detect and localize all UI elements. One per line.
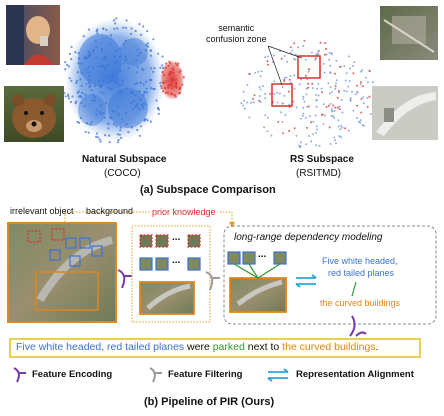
sentence-next-to: next to <box>244 341 283 353</box>
patch-dots-2: ... <box>172 255 181 266</box>
planes-caption-line2: red tailed planes <box>328 268 395 278</box>
filtering-arrow <box>205 271 220 291</box>
natural-subspace-plot <box>63 17 185 144</box>
patch-dots-1: ... <box>172 232 181 243</box>
legend-encoding-label: Feature Encoding <box>32 369 113 380</box>
sentence-box <box>9 338 421 358</box>
legend-filtering-icon <box>149 367 162 383</box>
aerial-image-input <box>7 222 117 323</box>
long-range-box <box>223 225 437 325</box>
planes-caption-line1: Five white headed, <box>322 256 398 266</box>
natural-subspace-dataset: (COCO) <box>104 168 141 179</box>
patch-row-irrelevant <box>139 234 201 248</box>
filtered-building <box>229 277 287 313</box>
irrelevant-object-label: irrelevant object <box>10 206 74 216</box>
encoding-arrow-1 <box>117 269 132 289</box>
alignment-arrows <box>295 274 317 288</box>
rs-subspace-plot <box>240 39 378 149</box>
patch-building <box>139 281 195 315</box>
long-range-title: long-range dependency modeling <box>234 232 383 243</box>
natural-image-bear <box>4 86 64 142</box>
confusion-zone-label: semantic confusion zone <box>206 23 267 44</box>
panel-a-caption: (a) Subspace Comparison <box>140 184 276 196</box>
dependency-lines <box>233 263 281 279</box>
buildings-caption: the curved buildings <box>320 298 401 308</box>
confusion-box-1 <box>297 55 321 79</box>
sentence: Five white headed, red tailed planes wer… <box>16 341 379 353</box>
natural-subspace-title: Natural Subspace <box>82 154 167 165</box>
panel-b-caption: (b) Pipeline of PIR (Ours) <box>144 396 275 408</box>
sentence-were: were <box>184 341 213 353</box>
sentence-buildings: the curved buildings <box>282 341 376 353</box>
legend-alignment-label: Representation Alignment <box>296 369 414 380</box>
encoding-arrow-2 <box>349 315 367 337</box>
legend-alignment-icon <box>267 368 289 382</box>
legend-encoding-icon <box>13 367 26 383</box>
filtered-planes <box>227 251 287 265</box>
background-label: background <box>86 206 134 216</box>
rs-image-1 <box>380 6 438 60</box>
rs-subspace-dataset: (RSITMD) <box>296 168 341 179</box>
sentence-parked: parked <box>212 341 245 353</box>
patch-dots-3: ... <box>258 249 267 260</box>
sentence-period: . <box>375 341 379 353</box>
prior-knowledge-label: prior knowledge <box>150 207 218 217</box>
patch-row-planes <box>139 257 201 271</box>
legend-filtering-label: Feature Filtering <box>168 369 243 380</box>
sentence-planes: Five white headed, red tailed planes <box>16 341 185 353</box>
natural-image-person <box>6 5 60 65</box>
rs-image-2 <box>372 86 438 140</box>
rs-subspace-title: RS Subspace <box>290 154 354 165</box>
